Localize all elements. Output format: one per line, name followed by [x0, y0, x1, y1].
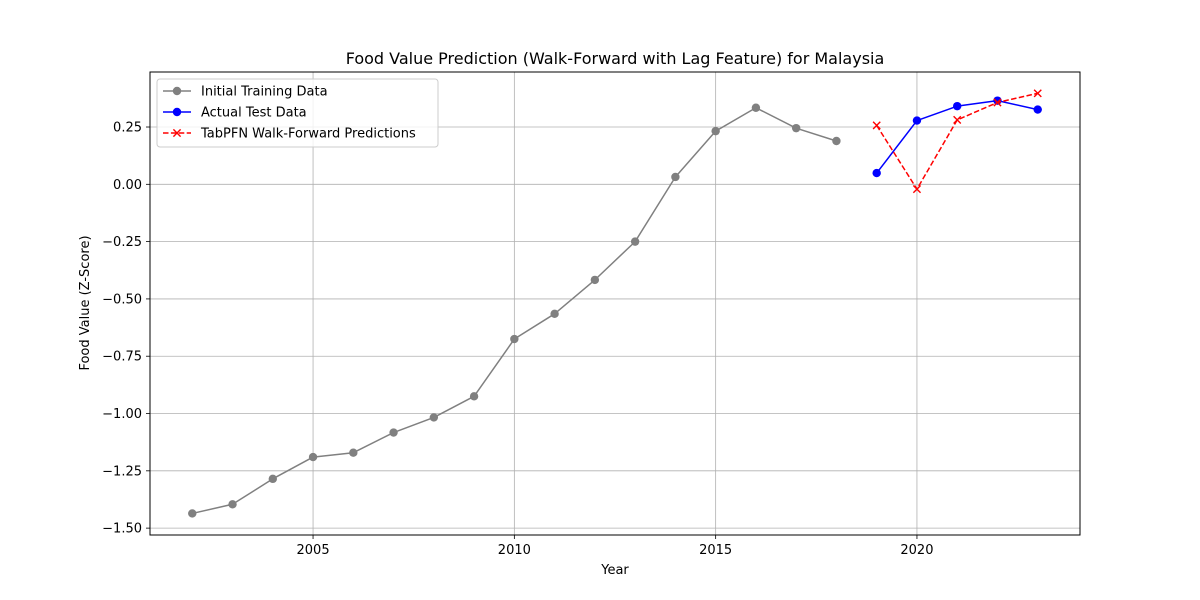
y-tick-label: −1.50 [102, 522, 142, 537]
x-tick-label: 2005 [297, 543, 330, 558]
data-point [510, 334, 519, 344]
data-point [832, 136, 841, 146]
data-point [228, 500, 237, 509]
data-point [349, 448, 358, 457]
y-tick-label: −0.50 [102, 292, 142, 307]
data-point [671, 172, 680, 182]
data-point [630, 237, 640, 246]
legend-item: Actual Test Data [163, 106, 307, 121]
data-point [711, 126, 720, 136]
y-tick-label: −0.25 [102, 235, 142, 250]
x-tick-label: 2020 [900, 543, 933, 558]
y-axis: −1.50 −1.25 −1.00 −0.75 −0.50 −0.25 0.00 0.25 [102, 121, 150, 537]
legend-item: TabPFN Walk-Forward Predictions [163, 127, 416, 142]
legend-label: Initial Training Data [201, 85, 328, 100]
legend-box [156, 78, 439, 148]
data-point [993, 96, 1002, 105]
y-tick-label: −1.00 [102, 407, 142, 422]
y-tick-label: 0.25 [113, 121, 142, 136]
data-point [872, 168, 881, 178]
x-axis-label: Year [600, 563, 629, 578]
data-point [751, 103, 761, 112]
data-point [872, 121, 881, 130]
legend-label: Actual Test Data [201, 106, 307, 121]
data-point [912, 116, 922, 125]
series-3 [872, 89, 1042, 194]
data-point [268, 474, 277, 484]
legend-marker [172, 128, 182, 138]
series-layer [188, 89, 1042, 518]
x-tick-label: 2010 [498, 543, 531, 558]
legend-marker [172, 107, 182, 117]
data-point [590, 275, 600, 285]
data-point [912, 185, 922, 194]
chart-title: Food Value Prediction (Walk-Forward with… [346, 49, 885, 68]
data-point [188, 509, 197, 518]
data-point [1033, 89, 1042, 98]
data-point [550, 309, 559, 319]
data-point [953, 115, 962, 124]
legend-item: Initial Training Data [163, 85, 328, 100]
series-2 [872, 96, 1042, 178]
data-point [993, 98, 1002, 107]
x-tick-label: 2015 [699, 543, 732, 558]
legend-label: TabPFN Walk-Forward Predictions [200, 127, 416, 142]
data-point [389, 428, 398, 437]
y-axis-label: Food Value (Z-Score) [78, 235, 93, 370]
y-tick-label: −0.75 [102, 350, 142, 365]
y-tick-label: 0.00 [113, 178, 142, 193]
data-point [953, 101, 962, 111]
x-axis: 2005 2010 2015 2020 [297, 535, 933, 558]
data-point [1033, 105, 1042, 114]
data-point [469, 392, 479, 401]
plot-frame [149, 71, 1081, 536]
data-point [308, 452, 318, 462]
data-point [791, 123, 801, 133]
series-1 [188, 103, 841, 518]
legend: Initial Training Data Actual Test Data Tab… [156, 78, 439, 148]
legend-marker [172, 86, 182, 96]
y-tick-label: −1.25 [102, 464, 142, 479]
data-point [429, 413, 439, 422]
series-line [876, 99, 1038, 174]
